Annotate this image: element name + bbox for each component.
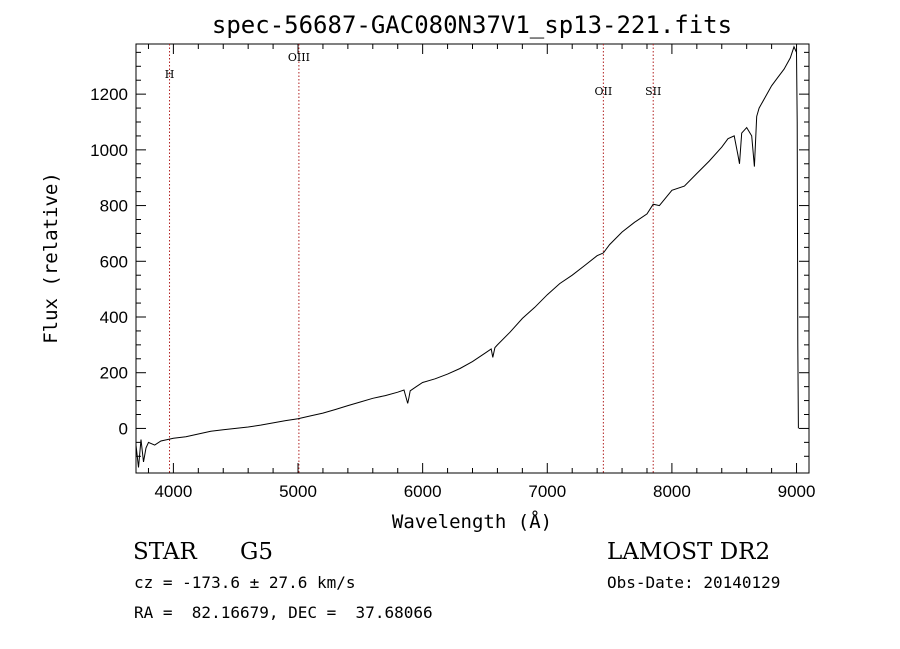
y-tick-label: 800 [100,197,128,216]
x-tick-label: 9000 [778,482,816,501]
x-tick-label: 6000 [404,482,442,501]
line-label-h: H [165,68,175,81]
x-axis-ticks: 4000 5000 6000 7000 8000 9000 [147,44,816,501]
line-label-sii: SII [645,85,661,98]
line-label-oiii: OIII [288,51,310,64]
line-label-oii: OII [595,85,613,98]
x-axis-label: Wavelength (Å) [392,510,552,533]
chart-title: spec-56687-GAC080N37V1_sp13-221.fits [212,11,732,39]
x-tick-label: 4000 [154,482,192,501]
y-tick-label: 400 [100,308,128,327]
y-tick-label: 0 [119,419,128,438]
x-tick-label: 5000 [279,482,317,501]
y-axis-label: Flux (relative) [40,172,62,344]
y-tick-label: 600 [100,252,128,271]
x-tick-label: 8000 [653,482,691,501]
y-tick-label: 200 [100,364,128,383]
redshift-velocity: cz = -173.6 ± 27.6 km/s [134,573,356,592]
y-tick-label: 1000 [90,141,128,160]
x-tick-label: 7000 [528,482,566,501]
emission-line-markers: H OIII OII SII [165,44,661,473]
plot-frame [135,43,810,474]
ra-dec-coordinates: RA = 82.16679, DEC = 37.68066 [134,603,433,622]
survey-name: LAMOST DR2 [607,539,771,565]
y-tick-label: 1200 [90,85,128,104]
observation-date: Obs-Date: 20140129 [607,573,781,592]
object-class: STAR [133,539,197,565]
object-subclass: G5 [240,539,274,565]
y-axis-ticks: 0 200 400 600 800 1000 1200 [90,51,809,457]
spectrum-line [135,45,799,468]
